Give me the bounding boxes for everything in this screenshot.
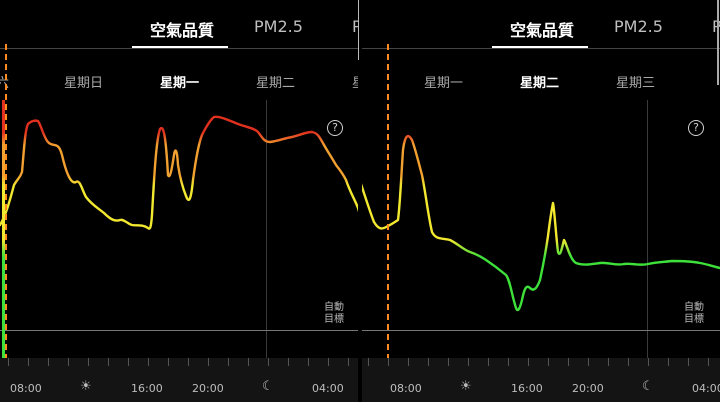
tick [68, 358, 69, 366]
tick [428, 358, 429, 366]
auto-target-baseline [360, 330, 720, 331]
moon-icon: ☾ [262, 379, 274, 394]
sun-icon: ☀ [80, 379, 92, 394]
time-label-1600: 16:00 [131, 382, 163, 395]
tick [708, 358, 709, 366]
tab-air-quality[interactable]: 空氣品質 [510, 21, 575, 40]
time-label-0800: 08:00 [390, 382, 422, 395]
tick [108, 358, 109, 366]
scroll-indicator-left [358, 0, 359, 60]
tab-air-quality[interactable]: 空氣品質 [150, 21, 215, 40]
time-axis-ticks [360, 358, 720, 370]
auto-target-label[interactable]: 自動 目標 [684, 302, 704, 326]
tick [468, 358, 469, 366]
time-label-2000: 20:00 [192, 382, 224, 395]
tick [288, 358, 289, 366]
help-icon[interactable]: ? [327, 120, 343, 136]
day-label-saturday-clipped[interactable]: 六 [0, 76, 10, 91]
tick [488, 358, 489, 366]
time-label-0400: 04:00 [692, 382, 720, 395]
metric-tab-bar: 空氣品質 PM2.5 P [0, 0, 360, 49]
tick [168, 358, 169, 366]
auto-label: 自動 [324, 302, 344, 313]
auto-target-label[interactable]: 自動 目標 [324, 302, 344, 326]
aqi-trend-line [0, 115, 360, 230]
tick [308, 358, 309, 366]
time-label-1600: 16:00 [511, 382, 543, 395]
tick [28, 358, 29, 366]
tick [148, 358, 149, 366]
time-label-0400: 04:00 [312, 382, 344, 395]
air-quality-chart-left [0, 44, 360, 358]
tick [208, 358, 209, 366]
day-separator-line [647, 100, 648, 358]
tab-next-clipped[interactable]: P [352, 17, 360, 36]
tick [608, 358, 609, 366]
tick [348, 358, 349, 366]
tab-bar-divider [360, 48, 720, 49]
tick [48, 358, 49, 366]
tick [88, 358, 89, 366]
tick [8, 358, 9, 366]
tick [268, 358, 269, 366]
day-label-sunday[interactable]: 星期日 [64, 76, 104, 91]
tick [568, 358, 569, 366]
day-label-wednesday[interactable]: 星期三 [616, 76, 656, 91]
time-label-2000: 20:00 [572, 382, 604, 395]
tick [188, 358, 189, 366]
sun-icon: ☀ [460, 379, 472, 394]
air-quality-panel-left: 空氣品質 PM2.5 P 六 星期日 星期一 星期二 星 [0, 0, 360, 402]
day-separator-line [266, 100, 267, 358]
tick [328, 358, 329, 366]
tick [388, 358, 389, 366]
time-label-0800: 08:00 [10, 382, 42, 395]
tab-pm25[interactable]: PM2.5 [254, 17, 303, 36]
day-selector: 六 星期日 星期一 星期二 星 [0, 72, 360, 92]
active-tab-underline [132, 46, 228, 48]
aqi-scale-bar-left [2, 100, 5, 358]
auto-target-baseline [0, 330, 360, 331]
tab-bar-divider [0, 48, 360, 49]
tick [648, 358, 649, 366]
target-label: 目標 [684, 314, 704, 325]
day-label-tuesday[interactable]: 星期二 [520, 76, 560, 91]
tick [128, 358, 129, 366]
tick [448, 358, 449, 366]
day-selector: 星期一 星期二 星期三 [360, 72, 720, 92]
tab-pm25[interactable]: PM2.5 [614, 17, 663, 36]
tick [228, 358, 229, 366]
time-axis[interactable]: 08:00 ☀ 16:00 20:00 ☾ 04:00 [360, 358, 720, 402]
air-quality-chart-right [360, 44, 720, 358]
tick [588, 358, 589, 366]
tick [408, 358, 409, 366]
tab-next-clipped[interactable]: P [712, 17, 720, 36]
day-label-monday[interactable]: 星期一 [160, 76, 200, 91]
help-icon[interactable]: ? [688, 120, 704, 136]
tick [628, 358, 629, 366]
day-label-monday[interactable]: 星期一 [424, 76, 464, 91]
metric-tab-bar: 空氣品質 PM2.5 P [360, 0, 720, 49]
scroll-indicator-right [717, 0, 719, 85]
tick [528, 358, 529, 366]
tick [508, 358, 509, 366]
tick [668, 358, 669, 366]
tick [248, 358, 249, 366]
day-label-wednesday-clipped[interactable]: 星 [352, 76, 360, 91]
target-label: 目標 [324, 314, 344, 325]
aqi-trend-line [360, 134, 720, 312]
tick [548, 358, 549, 366]
auto-label: 自動 [684, 302, 704, 313]
time-axis-ticks [0, 358, 360, 370]
day-label-tuesday[interactable]: 星期二 [256, 76, 296, 91]
active-tab-underline [492, 46, 588, 48]
moon-icon: ☾ [642, 379, 654, 394]
time-axis[interactable]: 08:00 ☀ 16:00 20:00 ☾ 04:00 [0, 358, 360, 402]
tick [368, 358, 369, 366]
panel-divider [358, 0, 362, 402]
tick [688, 358, 689, 366]
air-quality-panel-right: 空氣品質 PM2.5 P 星期一 星期二 星期三 ? 自動 [360, 0, 720, 402]
